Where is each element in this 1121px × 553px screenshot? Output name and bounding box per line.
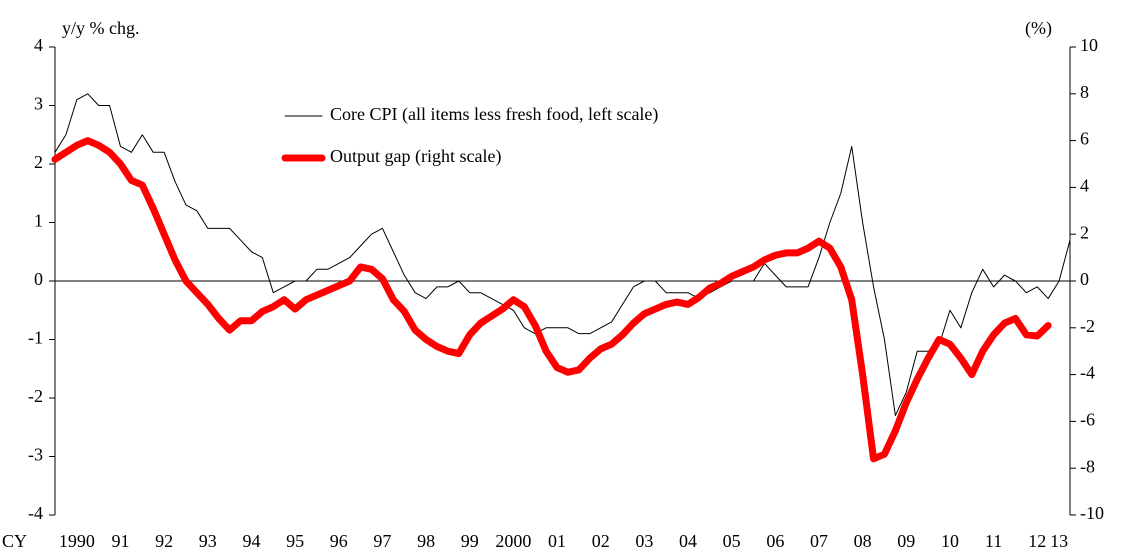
legend-label: Output gap (right scale) [330,146,501,167]
x-tick-label: 92 [155,531,173,551]
y-tick-label: -4 [28,503,43,523]
y2-tick-label: 6 [1080,129,1089,149]
x-tick-label: 06 [766,531,784,551]
x-tick-label: 93 [199,531,217,551]
x-tick-label: 04 [679,531,697,551]
y2-tick-label: -10 [1080,503,1104,523]
y2-tick-label: -8 [1080,456,1095,476]
series-line [51,137,1052,463]
x-tick-label: 11 [985,531,1002,551]
x-tick-label: 97 [373,531,391,551]
y-axis-label: y/y % chg. [62,18,139,38]
x-tick-label: 05 [723,531,741,551]
x-tick-label: 2000 [495,531,531,551]
series-line [54,93,1071,417]
x-tick-label: 99 [461,531,479,551]
x-tick-label: 91 [111,531,129,551]
x-tick-label: 94 [242,531,260,551]
y2-tick-label: 10 [1080,35,1098,55]
y-tick-label: -2 [28,386,43,406]
y-tick-label: 4 [34,35,43,55]
y2-axis-label: (%) [1025,18,1052,39]
x-tick-label: 01 [548,531,566,551]
x-tick-label: 13 [1050,531,1068,551]
legend-label: Core CPI (all items less fresh food, lef… [330,104,658,125]
y-tick-label: -1 [28,328,43,348]
y2-tick-label: 2 [1080,222,1089,242]
y-tick-label: -3 [28,445,43,465]
y-tick-label: 1 [34,211,43,231]
y2-tick-label: -4 [1080,363,1095,383]
y2-tick-label: 4 [1080,176,1089,196]
x-tick-label: 07 [810,531,828,551]
x-tick-label: 96 [330,531,348,551]
y-tick-label: 3 [34,94,43,114]
y2-tick-label: 8 [1080,82,1089,102]
x-tick-label: 10 [941,531,959,551]
y2-tick-label: -2 [1080,316,1095,336]
y2-tick-label: 0 [1080,269,1089,289]
y2-tick-label: -6 [1080,410,1095,430]
x-tick-label: 09 [897,531,915,551]
y-tick-label: 0 [34,269,43,289]
x-tick-label: 08 [854,531,872,551]
x-tick-label: 03 [635,531,653,551]
y-tick-label: 2 [34,152,43,172]
x-tick-label: 98 [417,531,435,551]
x-tick-label: 95 [286,531,304,551]
x-tick-label: 02 [592,531,610,551]
x-axis-label: CY [2,531,27,551]
x-tick-label: 12 [1028,531,1046,551]
x-tick-label: 1990 [59,531,95,551]
